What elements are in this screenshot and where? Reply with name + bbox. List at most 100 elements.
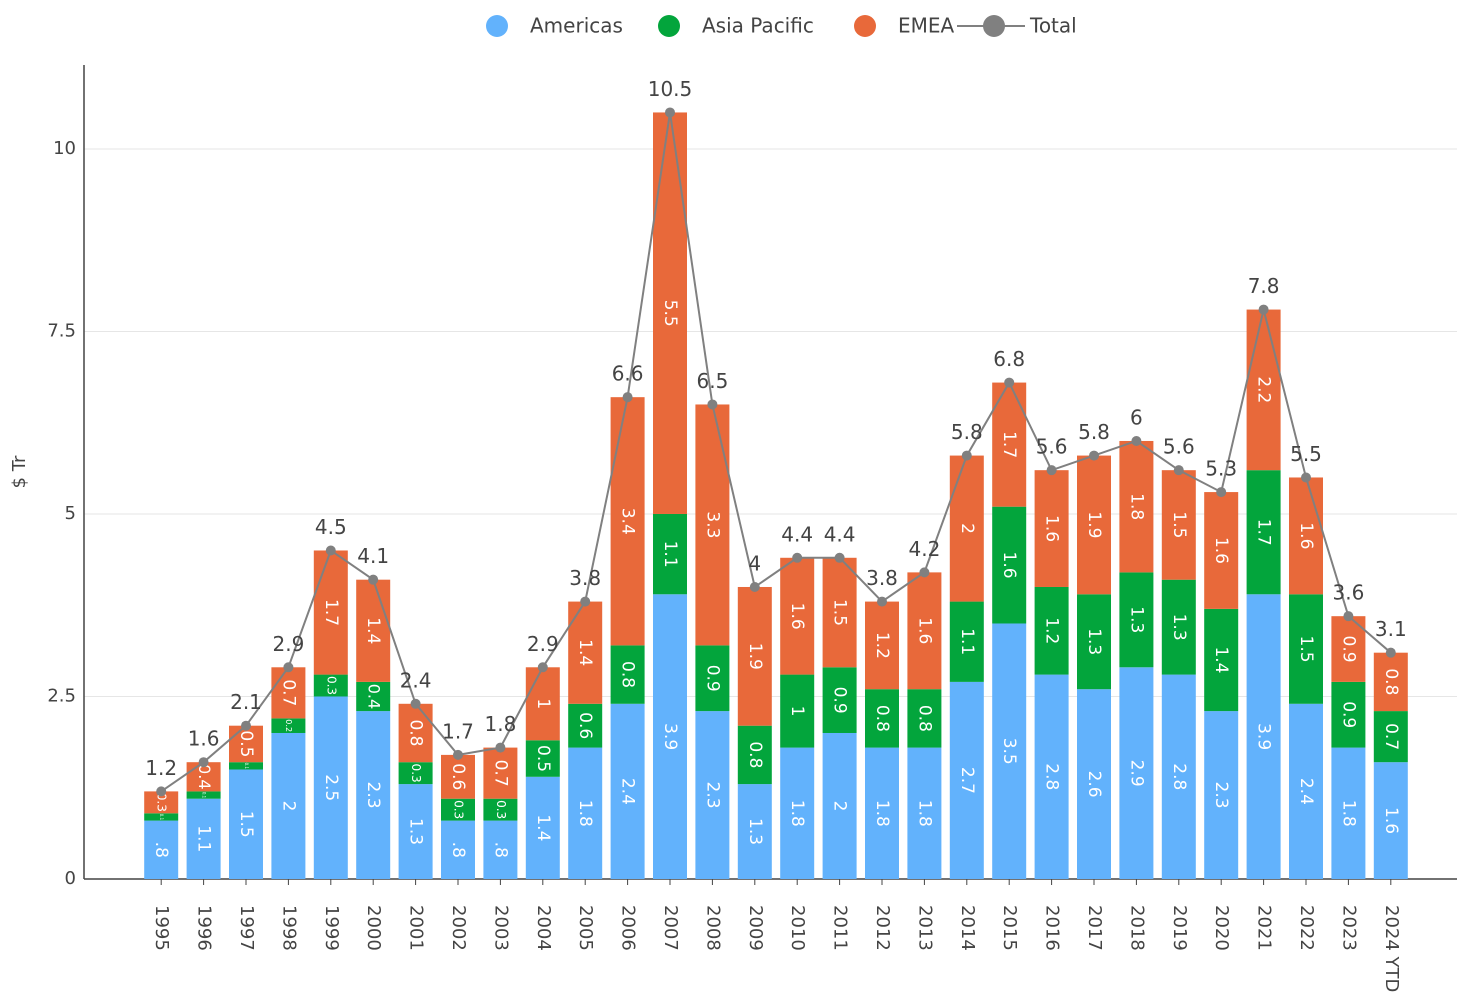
bar-segment: [610, 397, 645, 646]
bar-value-label: 1.1: [194, 825, 214, 852]
total-value-label: 6: [1130, 405, 1143, 429]
bar-segment: [949, 681, 984, 879]
bar-segment: [271, 732, 306, 879]
bar-segment: [144, 820, 179, 879]
bar-segment: [695, 404, 730, 646]
bar-value-label: 0.5: [533, 745, 553, 772]
total-value-label: 4: [748, 551, 761, 575]
total-value-label: 5.6: [1163, 435, 1195, 459]
bar-segment: [1077, 455, 1111, 595]
x-tick-label: 2006: [618, 905, 639, 951]
bar-value-label: 0.8: [914, 705, 934, 732]
bar-value-label: 2.4: [1296, 778, 1316, 805]
bar-value-label: 1.4: [1211, 646, 1231, 673]
x-tick-label: 2000: [363, 905, 384, 951]
bar-segment: [483, 798, 518, 821]
x-tick-label: 2003: [490, 905, 511, 951]
x-tick-label: 2023: [1338, 905, 1359, 951]
bar-value-label: 0.3: [155, 793, 169, 812]
bar-value-label: 1.3: [1169, 614, 1189, 641]
x-tick-label: 2021: [1254, 905, 1275, 951]
bar-segment: [780, 747, 815, 879]
bar-segment: [144, 813, 179, 821]
bar-segment: [780, 557, 815, 675]
bar-segment: [1161, 674, 1196, 879]
total-point: [1343, 611, 1354, 622]
bar-segment: [1373, 652, 1408, 712]
legend-label: Total: [1029, 14, 1077, 38]
y-tick-label: 10: [53, 138, 76, 159]
bar-value-label: 0.4: [365, 684, 384, 710]
bar-segment: [907, 747, 942, 879]
total-point: [1216, 487, 1227, 498]
x-tick-label: 1999: [321, 905, 342, 951]
bar-value-label: 1.2: [1042, 617, 1062, 644]
bar-value-label: 0.3: [324, 676, 338, 695]
bar-segment: [949, 455, 984, 602]
bar-value-label: 1.3: [745, 818, 765, 845]
x-tick-label: 2015: [999, 905, 1020, 951]
y-tick-label: 2.5: [47, 685, 76, 706]
total-point: [283, 662, 294, 673]
bar-value-label: 2.5: [321, 774, 341, 801]
x-tick-label: 1996: [194, 905, 215, 951]
bar-value-label: 0.9: [1338, 636, 1358, 663]
total-point: [580, 596, 591, 607]
bar-value-label: .8: [151, 842, 171, 858]
bar-segment: [398, 784, 433, 879]
bar-segment: [441, 754, 475, 799]
x-tick-label: 2004: [533, 905, 554, 951]
bar-segment: [313, 696, 348, 879]
x-tick-label: 2001: [406, 905, 427, 951]
bar-segment: [568, 703, 603, 748]
bar-value-label: 0.3: [494, 800, 508, 819]
bar-segment: [356, 579, 391, 682]
bar-value-label: 0.1: [159, 814, 164, 821]
total-point: [241, 720, 251, 731]
total-value-label: 2.4: [400, 668, 432, 692]
x-tick-label: 2017: [1084, 905, 1105, 951]
y-axis-label: $ Tr: [9, 455, 30, 489]
bar-value-label: 1: [533, 698, 553, 709]
x-tick-label: 2008: [702, 905, 723, 951]
bar-value-label: 0.7: [1381, 723, 1401, 750]
bar-value-label: 2.3: [1211, 782, 1231, 809]
bar-segment: [1204, 711, 1239, 879]
bar-segment: [483, 747, 518, 799]
total-point: [368, 574, 379, 585]
total-value-label: 2.9: [272, 632, 304, 656]
total-value-label: 10.5: [648, 77, 693, 101]
bar-segment: [992, 506, 1027, 624]
bar-segment: [1289, 703, 1323, 879]
bar-value-label: 5.5: [660, 300, 680, 327]
bar-value-label: 2.8: [1042, 763, 1062, 790]
bar-segment: [525, 740, 560, 777]
x-tick-label: 2018: [1126, 905, 1147, 951]
bar-segment: [610, 703, 645, 879]
bar-segment: [229, 762, 263, 770]
bar-value-label: 0.8: [1381, 668, 1401, 695]
legend-label: Asia Pacific: [702, 14, 814, 38]
total-point: [665, 107, 675, 118]
total-value-label: 1.8: [484, 712, 516, 736]
bar-value-label: 0.1: [202, 792, 207, 799]
total-point: [156, 786, 167, 797]
total-point: [877, 596, 887, 607]
bar-value-label: 1.8: [787, 800, 807, 827]
bar-value-label: 2.7: [957, 767, 977, 794]
total-point: [495, 742, 506, 753]
bar-value-label: 3.4: [618, 508, 638, 535]
total-value-label: 6.5: [696, 369, 728, 393]
bar-value-label: 0.8: [745, 741, 765, 768]
bar-value-label: 1.8: [575, 800, 595, 827]
bar-value-label: 0.6: [448, 763, 468, 790]
total-value-label: 4.2: [908, 537, 940, 561]
total-value-label: 5.8: [951, 420, 983, 444]
bar-segment: [1289, 477, 1323, 595]
total-point: [834, 552, 845, 563]
total-value-label: 4.4: [824, 522, 856, 546]
bar-segment: [1246, 309, 1281, 471]
bar-value-label: 1.3: [1084, 628, 1104, 655]
bar-value-label: 3.9: [1254, 723, 1274, 750]
bar-value-label: 1.3: [406, 818, 426, 845]
